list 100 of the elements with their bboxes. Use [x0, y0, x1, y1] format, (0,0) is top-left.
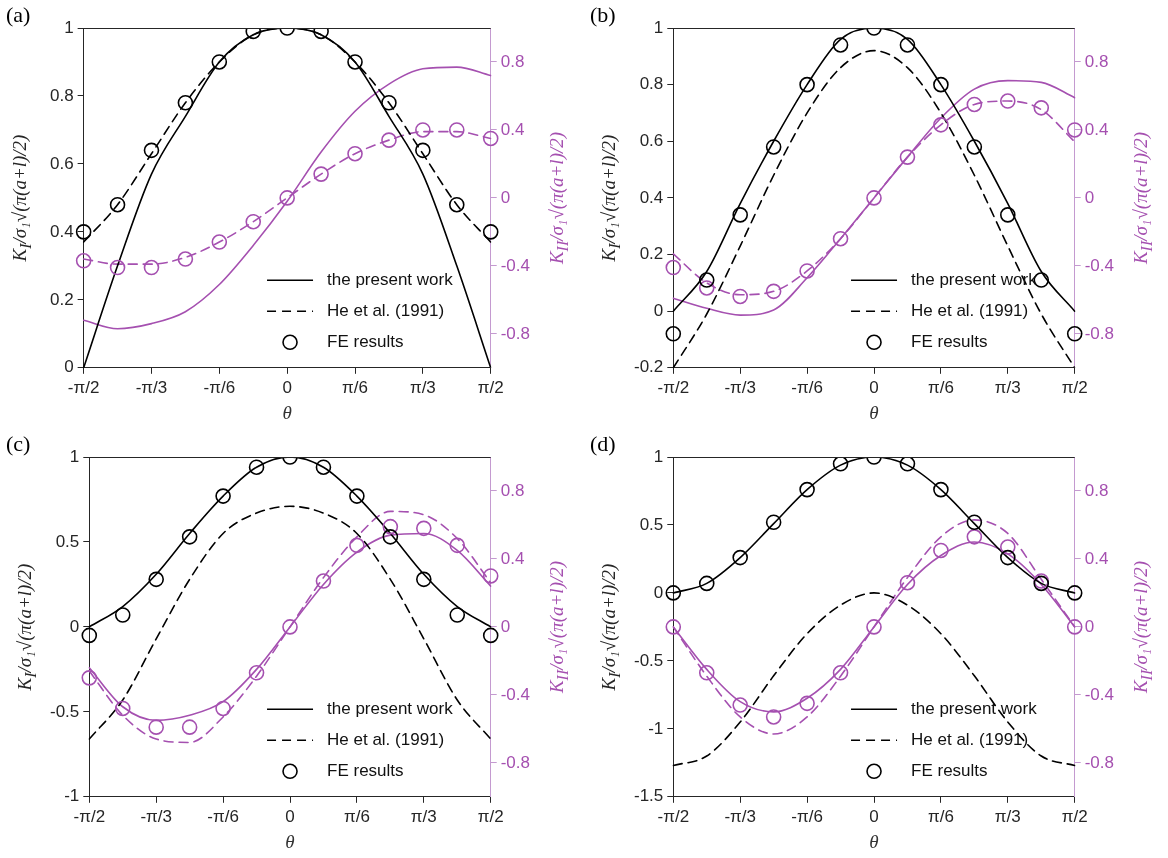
point	[899, 457, 916, 472]
y2-tick-label: -0.8	[1084, 323, 1114, 343]
point	[732, 549, 748, 566]
y2-tick-label: 0.4	[500, 119, 525, 139]
point	[109, 196, 126, 213]
x-tick-label: π/3	[994, 377, 1021, 397]
line-series	[82, 66, 492, 330]
legend-label: FE results	[327, 760, 404, 780]
x-tick-label: 0	[285, 806, 295, 826]
point	[81, 670, 98, 686]
x-tick-label: π/6	[342, 377, 368, 397]
point	[75, 252, 92, 269]
x-tick-label: π/2	[477, 377, 504, 397]
y2-tick-label: -0.4	[500, 684, 530, 704]
x-tick-label: π/6	[927, 806, 954, 826]
y2-tick-label: 0.4	[1084, 119, 1109, 139]
y2-tick-label: 0.4	[500, 548, 525, 568]
point	[215, 488, 231, 504]
y-tick-label: 0.8	[49, 85, 74, 105]
point	[732, 207, 748, 223]
chart-title: (c)	[6, 431, 31, 457]
legend-label: He et al. (1991)	[327, 300, 445, 320]
point	[832, 457, 849, 472]
point	[148, 719, 164, 735]
x-tick-label: -π/6	[203, 377, 236, 397]
x-tick-label: 0	[869, 806, 879, 826]
point	[75, 224, 92, 240]
y-tick-label: 1	[653, 446, 664, 466]
y-tick-label: 0.5	[55, 531, 80, 551]
x-tick-label: -π/2	[73, 806, 106, 826]
legend-label: the present work	[911, 698, 1038, 718]
x-axis-title: θ	[285, 830, 295, 852]
point	[966, 96, 983, 113]
chart-title: (a)	[6, 2, 31, 28]
point	[449, 537, 466, 554]
point	[933, 76, 949, 93]
x-tick-label: -π/6	[791, 806, 823, 826]
point	[211, 54, 228, 70]
y-tick-label: 0.2	[639, 244, 664, 264]
point	[415, 142, 431, 159]
point	[1000, 549, 1016, 566]
y-tick-label: 1	[64, 17, 74, 37]
x-tick-label: π/3	[994, 806, 1021, 826]
point	[482, 627, 499, 644]
point	[698, 272, 715, 288]
y2-tick-label: -0.4	[1084, 684, 1114, 704]
point	[143, 142, 160, 159]
x-tick-label: -π/6	[207, 806, 239, 826]
point	[114, 607, 131, 623]
y2-tick-label: -0.8	[1084, 752, 1114, 772]
y-tick-label: -0.5	[634, 650, 664, 670]
point	[215, 700, 231, 717]
y-tick-label: 1	[653, 17, 664, 37]
x-tick-label: -π/2	[657, 806, 690, 826]
point	[448, 196, 465, 213]
point	[698, 280, 715, 296]
point	[449, 607, 466, 623]
point	[81, 627, 98, 644]
point	[866, 619, 882, 635]
point	[665, 619, 682, 635]
x-axis-title: θ	[869, 401, 879, 423]
point	[482, 130, 499, 147]
point	[732, 697, 748, 713]
y-tick-label: 1	[69, 446, 80, 466]
point	[1066, 122, 1083, 138]
point	[177, 94, 194, 111]
legend-label: He et al. (1991)	[327, 729, 445, 749]
x-tick-label: π/3	[409, 377, 436, 397]
point	[313, 166, 329, 182]
point	[381, 94, 397, 111]
y-tick-label: -1	[64, 786, 80, 806]
x-tick-label: -π/3	[724, 377, 756, 397]
point	[933, 117, 949, 133]
legend-label: the present work	[327, 269, 454, 289]
y-tick-label: -0.5	[50, 701, 80, 721]
point	[143, 259, 160, 276]
point	[482, 224, 499, 240]
point	[899, 37, 916, 53]
legend-label: FE results	[327, 331, 404, 351]
x-axis-title: θ	[282, 401, 292, 423]
point	[765, 709, 782, 725]
legend-label: FE results	[911, 760, 988, 780]
y-tick-label: 0.5	[639, 514, 664, 534]
y2-tick-label: -0.4	[1084, 255, 1114, 275]
x-tick-label: 0	[869, 377, 879, 397]
point	[899, 574, 916, 591]
y-tick-label: 0.8	[639, 74, 664, 94]
point	[1033, 100, 1050, 116]
point	[181, 529, 198, 545]
point	[698, 575, 715, 592]
point	[765, 139, 782, 155]
point	[665, 585, 682, 601]
point	[315, 573, 332, 589]
y-tick-label: 0.4	[49, 221, 74, 241]
point	[698, 664, 715, 681]
point	[866, 190, 882, 206]
y2-tick-label: 0.8	[1084, 480, 1109, 500]
y-tick-label: 0.4	[639, 187, 664, 207]
y2-tick-label: 0	[500, 187, 511, 207]
x-tick-label: -π/3	[135, 377, 168, 397]
